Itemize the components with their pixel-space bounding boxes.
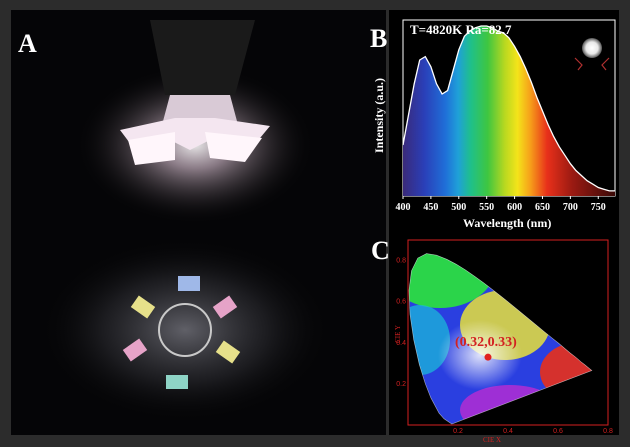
clip-blue [178, 276, 200, 291]
spectrum-x-tick-label: 400 [396, 202, 411, 213]
spectrum-x-label: Wavelength (nm) [463, 216, 552, 230]
binder-clips [122, 276, 241, 389]
cie-y-tick-label: 0.4 [396, 340, 406, 347]
cie-x-tick-label: 0.4 [503, 428, 513, 435]
clip-yellow-left [130, 295, 156, 319]
panel-b-spectrum: 400 450 500 550 600 650 700 750 [389, 10, 619, 235]
spectrum-curve [402, 25, 615, 192]
clip-teal [166, 375, 188, 389]
cie-y-tick-label: 0.2 [396, 381, 406, 388]
cie-point-marker [484, 353, 492, 361]
clip-yellow-right [215, 340, 241, 364]
cie-point-label: (0.32,0.33) [455, 335, 517, 350]
cie-green-region [409, 253, 495, 308]
cie-x-label: CIE X [483, 436, 502, 444]
cie-x-tick-label: 0.2 [453, 428, 463, 435]
cie-y-label: CIE Y [393, 325, 402, 343]
cie-y-tick-label: 0.6 [396, 299, 406, 306]
panel-a-letter: A [18, 29, 37, 58]
spectrum-y-label: Intensity (a.u.) [372, 77, 387, 154]
panel-b-annotation: T=4820K Ra=82.7 [410, 22, 512, 37]
spectrum-x-tick-label: 550 [479, 202, 494, 213]
cie-y-tick-label: 0.8 [396, 258, 406, 265]
spectrum-x-ticks: 400 450 500 550 600 650 700 750 [396, 196, 606, 213]
cie-ticks: 0.2 0.4 0.6 0.8 0.2 0.4 0.6 0.8 [396, 258, 613, 435]
spectrum-x-tick-label: 500 [451, 202, 466, 213]
cie-x-tick-label: 0.6 [553, 428, 563, 435]
panel-a-photo: A [11, 10, 386, 435]
panel-b-letter: B [370, 24, 388, 53]
cie-x-tick-label: 0.8 [603, 428, 613, 435]
panel-c-letter: C [371, 236, 390, 265]
spectrum-x-tick-label: 600 [507, 202, 522, 213]
cie-white-center [438, 320, 522, 390]
spectrum-x-tick-label: 650 [535, 202, 550, 213]
clip-pink-top [212, 295, 238, 319]
led-lamp [120, 20, 270, 165]
panel-c-cie: 0.2 0.4 0.6 0.8 0.2 0.4 0.6 0.8 [389, 235, 619, 435]
spectrum-x-tick-label: 450 [423, 202, 438, 213]
spectrum-x-tick-label: 700 [563, 202, 578, 213]
inset-lamp-photo [574, 38, 610, 71]
cie-cyan-region [409, 305, 450, 375]
spectrum-x-tick-label: 750 [591, 202, 606, 213]
cie-locus [408, 253, 593, 425]
clip-pink-left [122, 338, 148, 362]
